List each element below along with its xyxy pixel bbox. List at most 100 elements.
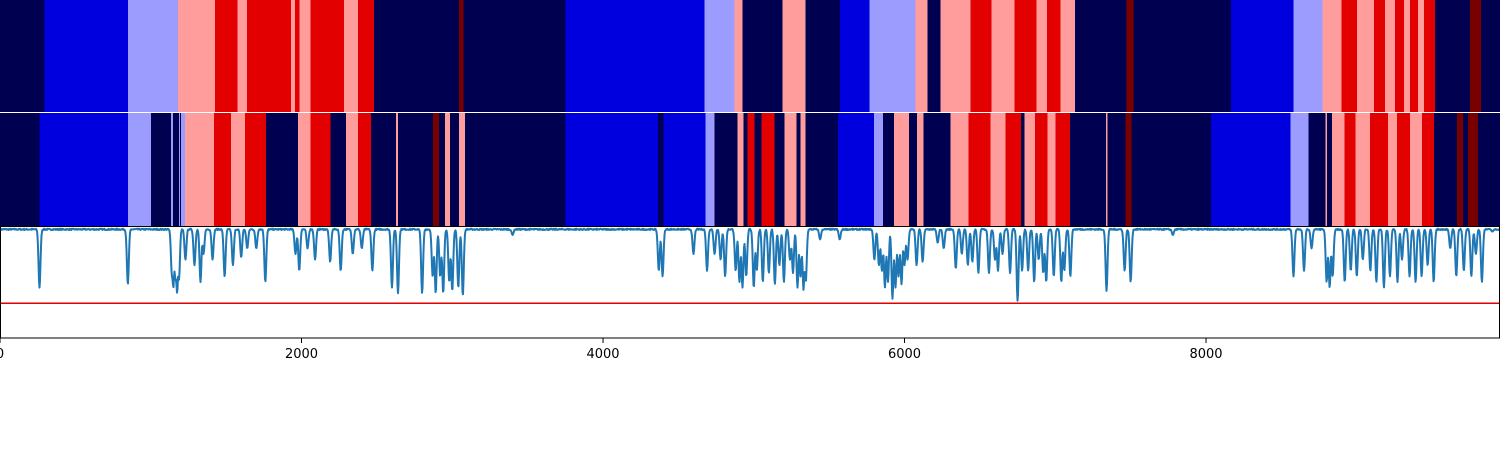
track-2-segment-76 [1421,113,1435,226]
track-2-segment-79 [1463,113,1469,226]
track-1-segment-30 [1036,0,1048,112]
track-1-segment-22 [840,0,871,112]
track-1-segment-43 [1394,0,1405,112]
track-2-segment-50 [950,113,970,226]
track-2-segment-34 [743,113,748,226]
track-2-segment-19 [370,113,397,226]
track-2-segment-52 [990,113,1007,226]
track-1-segment-46 [1417,0,1425,112]
track-2-segment-10 [214,113,232,226]
track-1-segment-19 [742,0,783,112]
track-2-segment-47 [909,113,918,226]
track-1-segment-35 [1133,0,1232,112]
x-axis: 0 2000 4000 6000 8000 [0,338,1223,362]
track-1-segment-0 [0,0,45,112]
track-1-segment-42 [1384,0,1396,112]
track-2-segment-6 [178,113,181,226]
track-2-segment-26 [459,113,466,226]
track-2-segment-2 [127,113,152,226]
track-2-segment-72 [1369,113,1389,226]
track-2-segment-17 [345,113,359,226]
track-1-segment-25 [927,0,941,112]
track-2-segment-80 [1468,113,1479,226]
track-2-segment-46 [894,113,910,226]
track-1-segment-49 [1470,0,1482,112]
x-tick-label-8000: 8000 [1189,347,1222,362]
track-2-segment-66 [1308,113,1327,226]
track-2-segment-62 [1125,113,1132,226]
track-1-segment-23 [869,0,916,112]
track-1-segment-26 [940,0,971,112]
track-2-segment-64 [1211,113,1291,226]
track-2-segment-9 [184,113,215,226]
track-2-segment-38 [774,113,785,226]
track-2-segment-30 [663,113,706,226]
track-2-segment-54 [1020,113,1026,226]
track-2-segment-65 [1290,113,1310,226]
track-1-segment-4 [214,0,238,112]
track-1-segment-50 [1481,0,1500,112]
track-1-segment-1 [44,0,129,112]
track-2-segment-8 [180,113,186,226]
track-1-segment-45 [1409,0,1419,112]
track-1-segment-40 [1356,0,1375,112]
track-2-segment-22 [433,113,440,226]
track-2-segment-20 [396,113,399,226]
track-1-segment-44 [1403,0,1411,112]
track-1-segment-14 [459,0,464,112]
track-2-segment-71 [1355,113,1371,226]
track-1-segment-37 [1293,0,1324,112]
signal-line [0,227,1500,302]
line-panel-background [0,226,1500,338]
track-2-segment-51 [968,113,991,226]
track-2-segment-16 [330,113,347,226]
track-1-segment-6 [247,0,292,112]
track-2-segment-63 [1131,113,1212,226]
track-2-segment-70 [1344,113,1357,226]
track-2-segment-56 [1034,113,1049,226]
x-tick-label-2000: 2000 [285,347,318,362]
track-2-segment-75 [1409,113,1423,226]
track-2-segment-25 [450,113,460,226]
track-2-segment-69 [1331,113,1346,226]
track-1-segment-15 [463,0,566,112]
track-2-segment-58 [1055,113,1071,226]
track-1-segment-12 [357,0,375,112]
track-2-segment-21 [397,113,434,226]
track-2-segment-29 [658,113,664,226]
track-2-segment-4 [170,113,174,226]
track-1-segment-27 [970,0,993,112]
track-2-segment-37 [761,113,775,226]
track-1-segment-11 [343,0,359,112]
track-1-segment-28 [991,0,1016,112]
track-2-segment-77 [1433,113,1458,226]
track-2-segment-18 [357,113,372,226]
x-tick-label-6000: 6000 [888,347,921,362]
track-1-segment-21 [805,0,841,112]
track-1-segment-31 [1046,0,1061,112]
track-2-segment-14 [298,113,311,226]
track-2-segment-32 [714,113,738,226]
heatmap-track-2 [0,112,1500,226]
track-2-segment-40 [796,113,801,226]
track-2-segment-39 [784,113,797,226]
track-2-segment-23 [439,113,446,226]
track-1-segment-38 [1322,0,1343,112]
track-1-segment-13 [373,0,460,112]
track-1-segment-3 [178,0,216,112]
x-tick-label-0: 0 [0,347,4,362]
track-1-segment-29 [1014,0,1038,112]
track-2-segment-53 [1005,113,1022,226]
track-1-segment-33 [1074,0,1127,112]
track-1-segment-17 [704,0,735,112]
track-2-segment-1 [39,113,129,226]
track-1-segment-18 [734,0,743,112]
heatmap-track-1 [0,0,1500,112]
track-2-segment-0 [0,113,40,226]
track-2-segment-74 [1396,113,1411,226]
track-2-segment-73 [1387,113,1398,226]
track-1-segment-39 [1341,0,1358,112]
track-1-segment-20 [782,0,806,112]
track-1-segment-9 [299,0,311,112]
